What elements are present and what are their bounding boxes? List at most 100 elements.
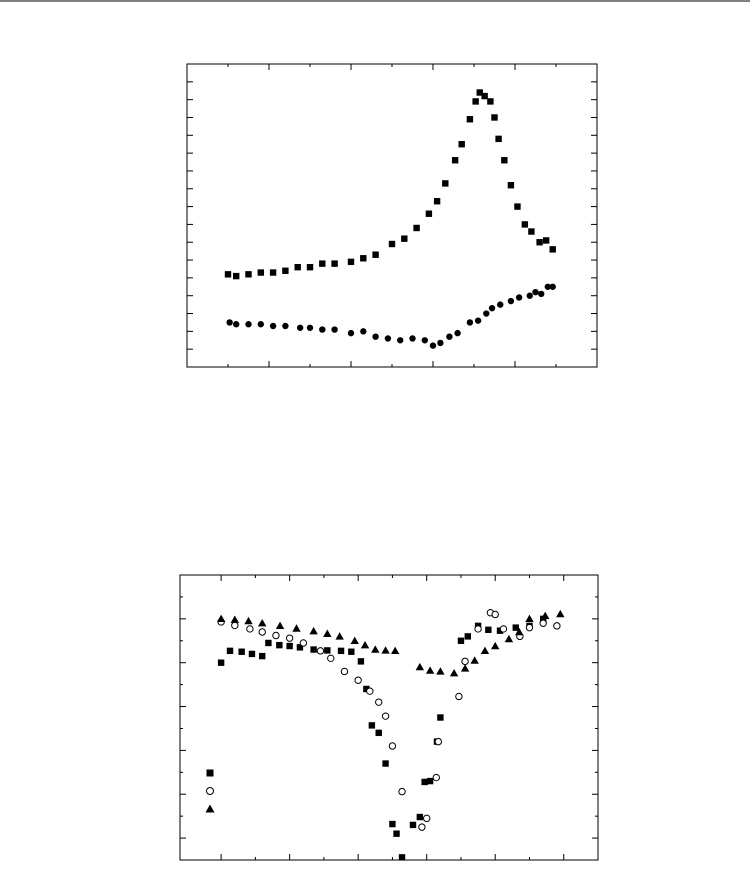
legend-marker xyxy=(206,769,214,777)
data-point xyxy=(415,662,425,671)
data-point xyxy=(382,760,389,767)
data-point xyxy=(488,304,496,312)
data-point xyxy=(458,141,465,148)
data-point xyxy=(409,821,417,829)
data-point xyxy=(285,634,294,642)
data-point xyxy=(388,742,397,750)
data-point xyxy=(446,333,453,340)
legend-marker xyxy=(205,804,215,813)
data-point xyxy=(258,628,266,636)
data-point xyxy=(491,610,499,619)
data-point xyxy=(501,157,508,164)
data-point xyxy=(363,685,370,693)
data-point xyxy=(437,339,444,347)
data-point xyxy=(460,664,470,672)
data-point xyxy=(360,640,370,649)
data-point xyxy=(449,669,459,677)
data-point xyxy=(398,787,406,796)
data-point xyxy=(233,272,240,280)
data-point xyxy=(504,634,514,643)
data-point xyxy=(375,729,382,737)
data-point xyxy=(541,611,550,619)
data-point xyxy=(455,692,463,701)
data-point xyxy=(296,644,304,651)
data-point xyxy=(393,830,400,837)
data-point xyxy=(319,260,326,267)
data-point xyxy=(384,335,392,342)
data-point xyxy=(233,321,240,328)
data-point xyxy=(474,317,482,324)
data-point xyxy=(216,614,226,623)
data-point xyxy=(556,609,565,618)
data-point xyxy=(549,283,556,290)
data-point xyxy=(292,624,301,632)
data-point xyxy=(372,333,379,340)
data-point xyxy=(528,228,535,235)
data-point xyxy=(282,322,289,330)
data-point xyxy=(497,301,504,308)
data-point xyxy=(316,647,325,655)
data-point xyxy=(485,626,492,634)
data-point xyxy=(496,627,504,634)
data-point xyxy=(306,324,314,331)
data-point xyxy=(542,237,550,244)
data-point xyxy=(244,616,253,625)
data-point xyxy=(425,666,435,674)
data-point xyxy=(294,263,301,271)
data-point xyxy=(495,135,502,143)
data-point xyxy=(515,294,523,301)
data-point xyxy=(357,658,365,665)
data-point xyxy=(354,676,362,684)
data-point xyxy=(434,737,443,746)
data-point xyxy=(226,319,233,326)
data-point xyxy=(491,641,500,650)
data-point xyxy=(299,639,308,647)
data-point xyxy=(422,814,431,823)
data-point xyxy=(296,324,304,331)
data-point xyxy=(476,89,483,96)
data-point xyxy=(366,687,374,695)
data-point xyxy=(390,646,400,655)
data-point xyxy=(257,321,264,328)
data-point xyxy=(466,319,474,326)
data-point xyxy=(397,337,404,344)
data-point xyxy=(275,621,285,630)
legend-marker xyxy=(206,787,214,795)
data-point xyxy=(272,631,280,640)
data-point xyxy=(347,329,355,337)
data-point xyxy=(347,258,355,266)
data-point xyxy=(324,647,331,654)
data-point xyxy=(331,326,338,333)
data-point xyxy=(525,614,534,623)
data-point xyxy=(224,271,232,278)
data-point xyxy=(421,778,428,786)
data-point xyxy=(245,321,252,328)
data-point xyxy=(327,654,335,663)
data-point xyxy=(416,813,424,821)
data-point xyxy=(258,619,267,627)
data-point xyxy=(310,646,317,653)
data-point xyxy=(409,335,416,342)
data-point xyxy=(238,648,245,655)
data-point xyxy=(487,98,494,105)
data-point xyxy=(437,714,444,721)
data-point xyxy=(246,625,254,633)
data-point xyxy=(226,647,234,655)
data-point xyxy=(507,297,515,305)
data-point xyxy=(480,646,490,655)
data-point xyxy=(309,626,318,635)
data-point xyxy=(457,637,465,644)
data-point xyxy=(337,647,345,655)
data-point xyxy=(269,269,277,276)
data-point xyxy=(491,114,498,121)
data-point xyxy=(286,642,293,650)
data-point xyxy=(425,210,433,217)
data-point xyxy=(248,650,256,658)
plot-frame xyxy=(179,574,599,861)
data-point xyxy=(360,255,367,262)
data-point xyxy=(549,246,556,253)
data-point xyxy=(526,292,533,299)
data-point xyxy=(230,615,240,623)
data-point xyxy=(418,823,426,831)
